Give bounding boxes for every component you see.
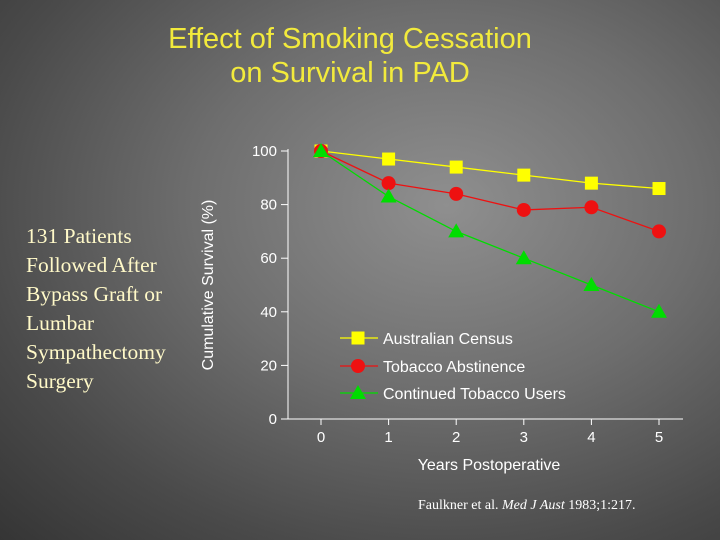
patient-note-line: Followed After <box>26 253 157 277</box>
y-tick-label: 100 <box>252 143 277 160</box>
x-tick-label: 2 <box>452 429 460 446</box>
x-tick-label: 5 <box>655 429 663 446</box>
legend-marker-triangle <box>350 385 366 399</box>
y-axis-label: Cumulative Survival (%) <box>200 200 217 371</box>
citation: Faulkner et al. Med J Aust 1983;1:217. <box>418 498 636 514</box>
patient-note: 131 Patients Followed After Bypass Graft… <box>26 222 201 396</box>
slide-title-line-2: on Survival in PAD <box>230 57 470 89</box>
series-line-triangle <box>320 150 660 313</box>
legend-label: Tobacco Abstinence <box>383 359 525 376</box>
y-tick-label: 80 <box>260 197 277 214</box>
x-tick-label: 4 <box>587 429 595 446</box>
x-tick-label: 3 <box>520 429 528 446</box>
legend-label: Continued Tobacco Users <box>383 386 566 403</box>
data-point-square <box>652 182 666 196</box>
data-point-square <box>584 176 598 190</box>
legend-label: Australian Census <box>383 331 513 348</box>
data-point-square <box>449 160 463 174</box>
data-point-triangle <box>448 223 465 238</box>
data-point-triangle <box>380 188 397 203</box>
citation-journal: Med J Aust <box>501 498 565 513</box>
data-point-triangle <box>651 303 667 318</box>
patient-note-line: 131 Patients <box>26 224 132 248</box>
patient-note-line: Sympathectomy <box>26 340 166 364</box>
series-line-circle <box>320 150 660 233</box>
slide-title-line-1: Effect of Smoking Cessation <box>168 23 532 55</box>
data-point-triangle <box>515 250 532 265</box>
x-axis-label: Years Postoperative <box>418 457 561 474</box>
citation-authors: Faulkner et al. <box>418 498 499 513</box>
y-tick-label: 60 <box>260 250 277 267</box>
data-point-triangle <box>313 143 329 157</box>
y-tick-label: 40 <box>260 304 277 321</box>
legend-marker-square <box>351 331 365 345</box>
patient-note-line: Bypass Graft or <box>26 282 163 306</box>
data-point-square <box>517 168 531 182</box>
data-point-triangle <box>583 277 600 291</box>
citation-details: 1983;1:217. <box>568 498 636 513</box>
data-point-circle <box>652 224 666 239</box>
patient-note-line: Lumbar <box>26 311 95 335</box>
slide-title: Effect of Smoking Cessation on Survival … <box>0 22 700 90</box>
patient-note-line: Surgery <box>26 369 94 393</box>
data-point-circle <box>381 176 396 191</box>
legend-marker-circle <box>351 359 365 373</box>
y-tick-label: 0 <box>269 411 277 428</box>
data-point-circle <box>584 200 599 215</box>
data-point-square <box>382 152 396 166</box>
data-point-circle <box>516 202 531 217</box>
y-tick-label: 20 <box>260 357 277 374</box>
x-tick-label: 1 <box>384 429 392 446</box>
series-line-square <box>320 150 660 190</box>
data-point-circle <box>449 186 464 201</box>
x-tick-label: 0 <box>317 429 325 446</box>
